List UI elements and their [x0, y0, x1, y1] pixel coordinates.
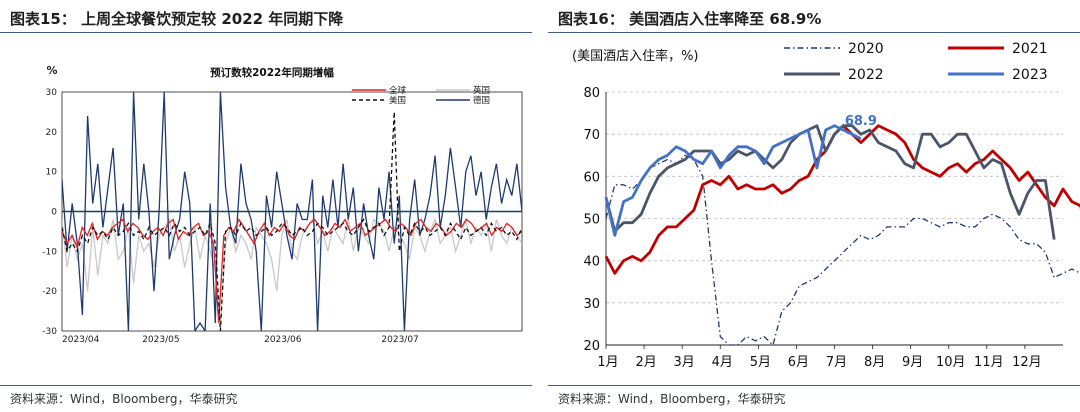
- y-tick-label-4: -10: [42, 247, 57, 257]
- x-tick-label-3: 2023/07: [381, 335, 418, 345]
- legend-label-2023: 2023: [1012, 67, 1048, 83]
- right-title-rule: [548, 32, 1080, 33]
- y-tick-label-5: -20: [42, 287, 57, 297]
- y-tick-label-2: 10: [46, 168, 58, 178]
- left-title-rule: [0, 32, 532, 33]
- series-line-德国: [62, 92, 522, 331]
- legend-label-2021: 2021: [1012, 41, 1048, 57]
- y-unit-label: (美国酒店入住率，%): [572, 48, 699, 64]
- x-tick-label-0: 2023/04: [62, 335, 100, 345]
- x-tick-label-11: 12月: [1012, 355, 1042, 370]
- x-tick-label-3: 4月: [712, 355, 733, 370]
- series-line-2023: [604, 124, 862, 237]
- y-tick-label-3: 50: [583, 213, 600, 228]
- x-tick-label-2: 2023/06: [264, 335, 302, 345]
- right-figure-panel: 图表16： 美国酒店入住率降至 68.9% (美国酒店入住率，%) 80 70 60 5…: [548, 0, 1080, 412]
- x-tick-label-5: 6月: [788, 355, 809, 370]
- x-tick-label-1: 2月: [635, 355, 656, 370]
- series-line-美国: [62, 111, 522, 331]
- left-chart: % 预订数较2022年同期增幅 30 20 10 0 -10 -20 -30 2023/04 202…: [42, 64, 523, 345]
- y-unit-label: %: [46, 64, 57, 77]
- annotation-latest-value: 68.9: [845, 114, 877, 129]
- right-source-rule: [548, 385, 1080, 386]
- y-tick-label-0: 80: [583, 86, 600, 101]
- legend-label-2022: 2022: [848, 67, 884, 83]
- legend-label-全球: 全球: [389, 85, 407, 96]
- left-source-note: 资料来源：Wind，Bloomberg，华泰研究: [10, 392, 238, 406]
- x-tick-label-4: 5月: [750, 355, 771, 370]
- left-source-rule: [0, 385, 532, 386]
- series-line-2020: [605, 154, 1080, 346]
- legend-label-美国: 美国: [389, 95, 406, 106]
- y-tick-label-0: 30: [46, 88, 58, 98]
- y-tick-label-3: 0: [51, 208, 57, 218]
- x-tick-label-7: 8月: [864, 355, 885, 370]
- x-tick-label-6: 7月: [826, 355, 847, 370]
- chart-title: 预订数较2022年同期增幅: [210, 66, 334, 79]
- x-tick-label-0: 1月: [597, 355, 618, 370]
- y-tick-label-6: -30: [42, 327, 57, 337]
- y-tick-label-1: 70: [583, 128, 600, 143]
- y-tick-label-6: 20: [583, 339, 600, 354]
- right-figure-title: 图表16： 美国酒店入住率降至 68.9%: [558, 10, 822, 28]
- legend-label-德国: 德国: [473, 95, 490, 106]
- legend-label-英国: 英国: [473, 85, 490, 96]
- x-tick-label-9: 10月: [936, 355, 966, 370]
- x-tick-label-8: 9月: [902, 355, 923, 370]
- right-source-note: 资料来源：Wind，Bloomberg，华泰研究: [558, 392, 786, 406]
- x-tick-label-2: 3月: [674, 355, 695, 370]
- x-tick-label-1: 2023/05: [142, 335, 179, 345]
- y-tick-label-5: 30: [583, 297, 600, 312]
- series-line-2022: [604, 124, 1056, 240]
- y-tick-label-2: 60: [583, 170, 600, 185]
- left-figure-panel: 图表15： 上周全球餐饮预定较 2022 年同期下降 % 预订数较2022年同期增…: [0, 0, 532, 412]
- y-tick-label-4: 40: [583, 255, 600, 270]
- x-tick-label-10: 11月: [974, 355, 1004, 370]
- legend-label-2020: 2020: [848, 41, 884, 57]
- series-line-2021: [604, 124, 1080, 275]
- y-tick-label-1: 20: [46, 128, 58, 138]
- left-figure-title: 图表15： 上周全球餐饮预定较 2022 年同期下降: [10, 10, 344, 28]
